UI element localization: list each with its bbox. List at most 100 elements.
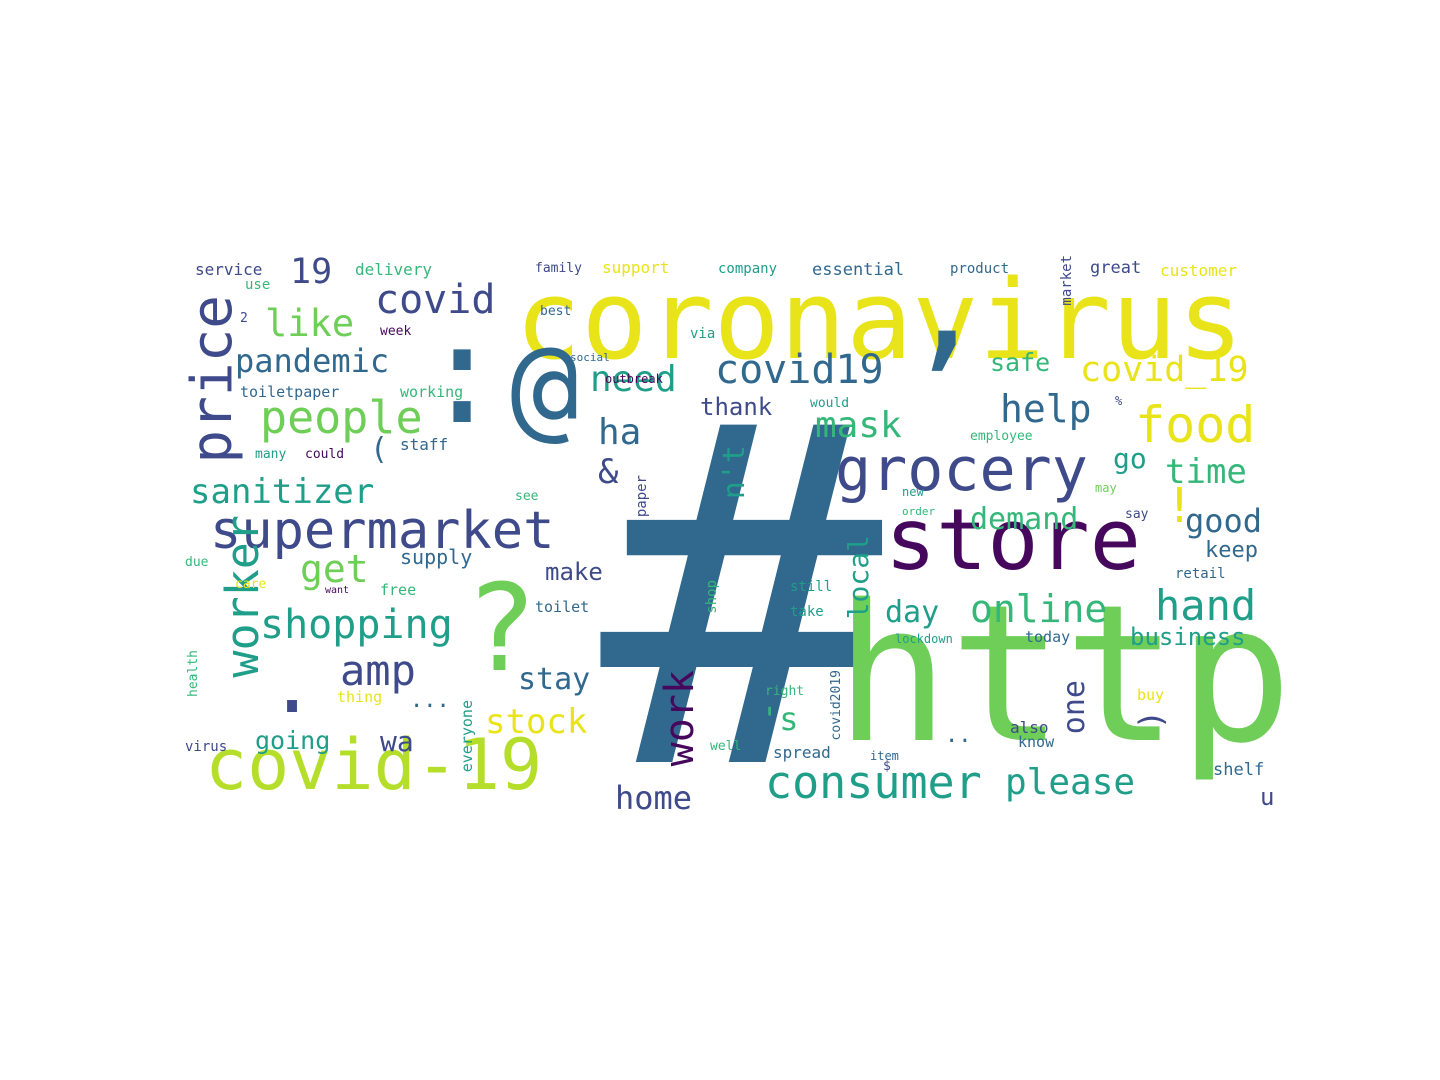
word: please [1005, 762, 1136, 803]
word: 2 [240, 311, 248, 326]
word: shelf [1213, 760, 1265, 780]
word: consumer [765, 756, 982, 809]
word: employee [970, 429, 1033, 444]
word: make [545, 558, 603, 586]
word: covid [375, 277, 496, 323]
word: outbreak [605, 372, 663, 386]
word: everyone [458, 700, 476, 773]
word: covid2019 [829, 670, 844, 741]
word: coronavirus [515, 256, 1244, 384]
word: week [380, 324, 412, 339]
word: via [690, 326, 716, 342]
word: due [185, 555, 209, 570]
word: delivery [355, 260, 433, 279]
word: company [718, 261, 778, 277]
word: one [1057, 680, 1092, 735]
word: working [400, 383, 464, 401]
word: well [710, 739, 742, 754]
word: people [260, 391, 423, 444]
word: ha [598, 412, 642, 453]
word: toilet [535, 598, 590, 616]
word: good [1185, 502, 1263, 540]
word: ’ [900, 308, 985, 471]
word: grocery [835, 435, 1088, 505]
word: product [950, 261, 1010, 277]
word: care [235, 577, 267, 592]
word: may [1095, 481, 1117, 495]
word: home [615, 779, 693, 817]
word: staff [400, 435, 449, 454]
word: food [1135, 396, 1256, 454]
word: local [842, 535, 875, 620]
word: still [790, 579, 833, 595]
word: spread [773, 743, 831, 762]
word: $ [883, 759, 891, 774]
word: family [535, 261, 582, 276]
word: essential [812, 260, 905, 280]
word: thank [700, 393, 773, 421]
word: like [265, 302, 355, 345]
word: new [902, 485, 924, 499]
word: ! [1165, 478, 1194, 534]
word: # [600, 326, 883, 821]
word: free [380, 581, 417, 599]
word: work [657, 670, 703, 767]
word: 's [760, 700, 799, 738]
word: ... [410, 688, 450, 713]
word: use [245, 277, 271, 293]
word: worker [216, 515, 269, 678]
word: great [1090, 258, 1142, 278]
word: supply [400, 545, 473, 569]
word: right [765, 684, 805, 699]
word: health [186, 650, 201, 697]
word: store [885, 491, 1141, 590]
word: amp [340, 646, 416, 695]
word: today [1025, 628, 1071, 646]
word: retail [1175, 566, 1226, 582]
word: time [1165, 452, 1247, 492]
word: many [255, 447, 287, 462]
word: would [810, 396, 850, 411]
word: hand [1155, 581, 1257, 630]
word: @ [510, 320, 580, 454]
word: shopping [260, 602, 453, 648]
word: want [325, 585, 350, 596]
word: order [902, 505, 936, 518]
word: 19 [290, 252, 333, 292]
word: wa [380, 725, 414, 758]
word: online [970, 587, 1108, 631]
word: http [835, 564, 1290, 785]
word: take [790, 604, 824, 620]
word: paper [634, 475, 650, 518]
word: demand [970, 502, 1079, 537]
word: price [180, 295, 245, 464]
word: shop [704, 580, 720, 614]
word: toiletpaper [240, 383, 340, 401]
word: covid-19 [205, 724, 543, 806]
word: also [1010, 718, 1049, 737]
word: virus [185, 739, 228, 755]
word: safe [990, 348, 1051, 377]
word: sanitizer [190, 472, 375, 512]
word: social [570, 351, 610, 364]
word: best [540, 304, 572, 319]
word: & [598, 452, 619, 492]
word: market [1059, 255, 1075, 306]
word: covid_19 [1080, 350, 1249, 390]
word: supermarket [210, 501, 555, 561]
word: stay [518, 662, 591, 697]
word: mask [815, 405, 902, 446]
word: pandemic [235, 342, 390, 380]
word: keep [1205, 538, 1258, 563]
word: lockdown [895, 632, 953, 646]
word: buy [1137, 686, 1165, 704]
word: say [1125, 507, 1149, 522]
word: ( [370, 432, 389, 467]
word: could [305, 447, 345, 462]
word: : [420, 293, 505, 456]
word: know [1018, 733, 1055, 751]
word: thing [337, 688, 383, 706]
word: go [1113, 442, 1147, 475]
word: business [1130, 623, 1246, 651]
word: . [268, 638, 317, 731]
